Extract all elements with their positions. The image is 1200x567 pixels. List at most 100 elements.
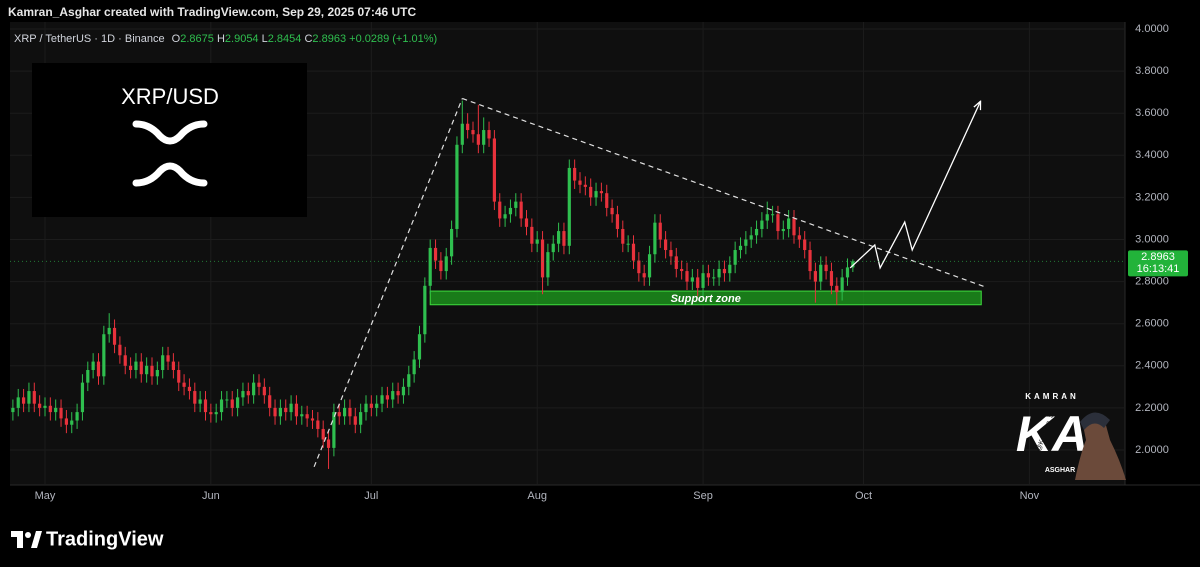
candle-body <box>310 418 315 421</box>
candle-body <box>546 252 550 278</box>
candle-body <box>193 391 197 404</box>
candle-body <box>353 416 357 425</box>
candle-body <box>118 344 122 356</box>
candle-body <box>829 271 834 286</box>
candle-body <box>305 414 309 419</box>
candle-body <box>246 391 250 396</box>
candle-body <box>487 130 491 139</box>
candle-body <box>11 407 15 413</box>
candle-body <box>781 228 785 232</box>
candle-body <box>551 243 555 253</box>
last-price-box <box>1128 250 1188 277</box>
candle-body <box>578 180 582 185</box>
trend-line <box>462 97 986 288</box>
candle-body <box>433 247 438 261</box>
candle-body <box>316 420 320 429</box>
candle-body <box>787 218 791 229</box>
y-tick-label: 3.2000 <box>1135 191 1169 203</box>
last-price-label: 2.8963 <box>1141 251 1175 263</box>
candle-body <box>466 123 470 131</box>
avatar <box>1075 414 1126 480</box>
candle-body <box>508 207 513 215</box>
ohlc-value: 2.8963 <box>312 33 346 45</box>
candle-body <box>91 361 95 371</box>
ohlc-prefix: L <box>262 33 268 45</box>
x-tick-label: May <box>35 490 56 502</box>
candle-body <box>626 243 630 245</box>
logo-title: XRP/USD <box>121 84 219 109</box>
candle-body <box>690 277 694 282</box>
candles <box>11 100 855 469</box>
candle-body <box>428 247 432 286</box>
candle-body <box>161 355 165 371</box>
candle-body <box>514 201 518 208</box>
candle-body <box>621 228 625 244</box>
x-tick-label: Oct <box>855 490 872 502</box>
legend: XRP / TetherUS · 1D · Binance O2.8675 H2… <box>14 33 437 45</box>
candle-body <box>359 412 363 425</box>
candle-body <box>75 412 79 421</box>
candle-body <box>54 407 58 413</box>
candle-body <box>150 365 154 377</box>
header: Kamran_Asghar created with TradingView.c… <box>8 5 416 19</box>
candle-body <box>813 271 817 282</box>
candle-body <box>449 228 454 257</box>
y-tick-label: 2.2000 <box>1135 402 1169 414</box>
candle-body <box>230 399 234 408</box>
candle-body <box>765 214 769 221</box>
candle-body <box>326 439 331 448</box>
candle-body <box>128 365 133 371</box>
y-tick-label: 2.0000 <box>1135 444 1169 456</box>
candle-body <box>658 222 662 240</box>
candle-body <box>112 327 117 345</box>
candle-body <box>647 254 652 278</box>
candle-body <box>123 355 127 366</box>
candle-body <box>669 250 673 257</box>
candle-body <box>471 130 475 135</box>
candle-body <box>498 201 502 219</box>
candle-body <box>696 277 700 288</box>
candle-body <box>701 273 705 288</box>
candle-body <box>332 412 336 448</box>
candle-body <box>589 186 593 198</box>
candle-body <box>845 267 850 278</box>
x-tick-label: Sep <box>693 490 713 502</box>
candle-body <box>257 382 261 387</box>
candle-body <box>145 365 149 375</box>
symbol: XRP / TetherUS · 1D · Binance <box>14 33 165 45</box>
candle-body <box>819 264 823 282</box>
ohlc-prefix: O <box>172 33 181 45</box>
candle-body <box>535 239 539 244</box>
candle-body <box>198 399 202 404</box>
x-tick-label: Jun <box>202 490 220 502</box>
candle-body <box>733 250 737 265</box>
candle-body <box>476 134 480 145</box>
candle-body <box>64 418 68 425</box>
candle-body <box>423 285 427 335</box>
candle-body <box>455 144 459 229</box>
candle-body <box>728 264 732 274</box>
candle-body <box>540 239 545 278</box>
candle-body <box>530 226 534 244</box>
candle-body <box>209 412 213 415</box>
candle-body <box>412 359 416 375</box>
candle-body <box>573 167 577 181</box>
y-tick-label: 4.0000 <box>1135 23 1169 35</box>
candle-body <box>171 361 175 371</box>
candle-body <box>770 214 775 216</box>
candle-body <box>278 407 282 417</box>
candle-body <box>48 405 52 413</box>
y-tick-label: 2.4000 <box>1135 360 1169 372</box>
candle-body <box>102 334 106 377</box>
candle-body <box>642 273 646 278</box>
candle-body <box>835 285 839 293</box>
candle-body <box>32 391 36 404</box>
ohlc-prefix: H <box>217 33 225 45</box>
candle-body <box>27 391 31 404</box>
y-tick-label: 2.8000 <box>1135 276 1169 288</box>
candle-body <box>460 123 464 145</box>
countdown: 16:13:41 <box>1137 263 1180 275</box>
candle-body <box>262 386 266 396</box>
candle-body <box>342 407 347 417</box>
candle-body <box>273 407 277 417</box>
